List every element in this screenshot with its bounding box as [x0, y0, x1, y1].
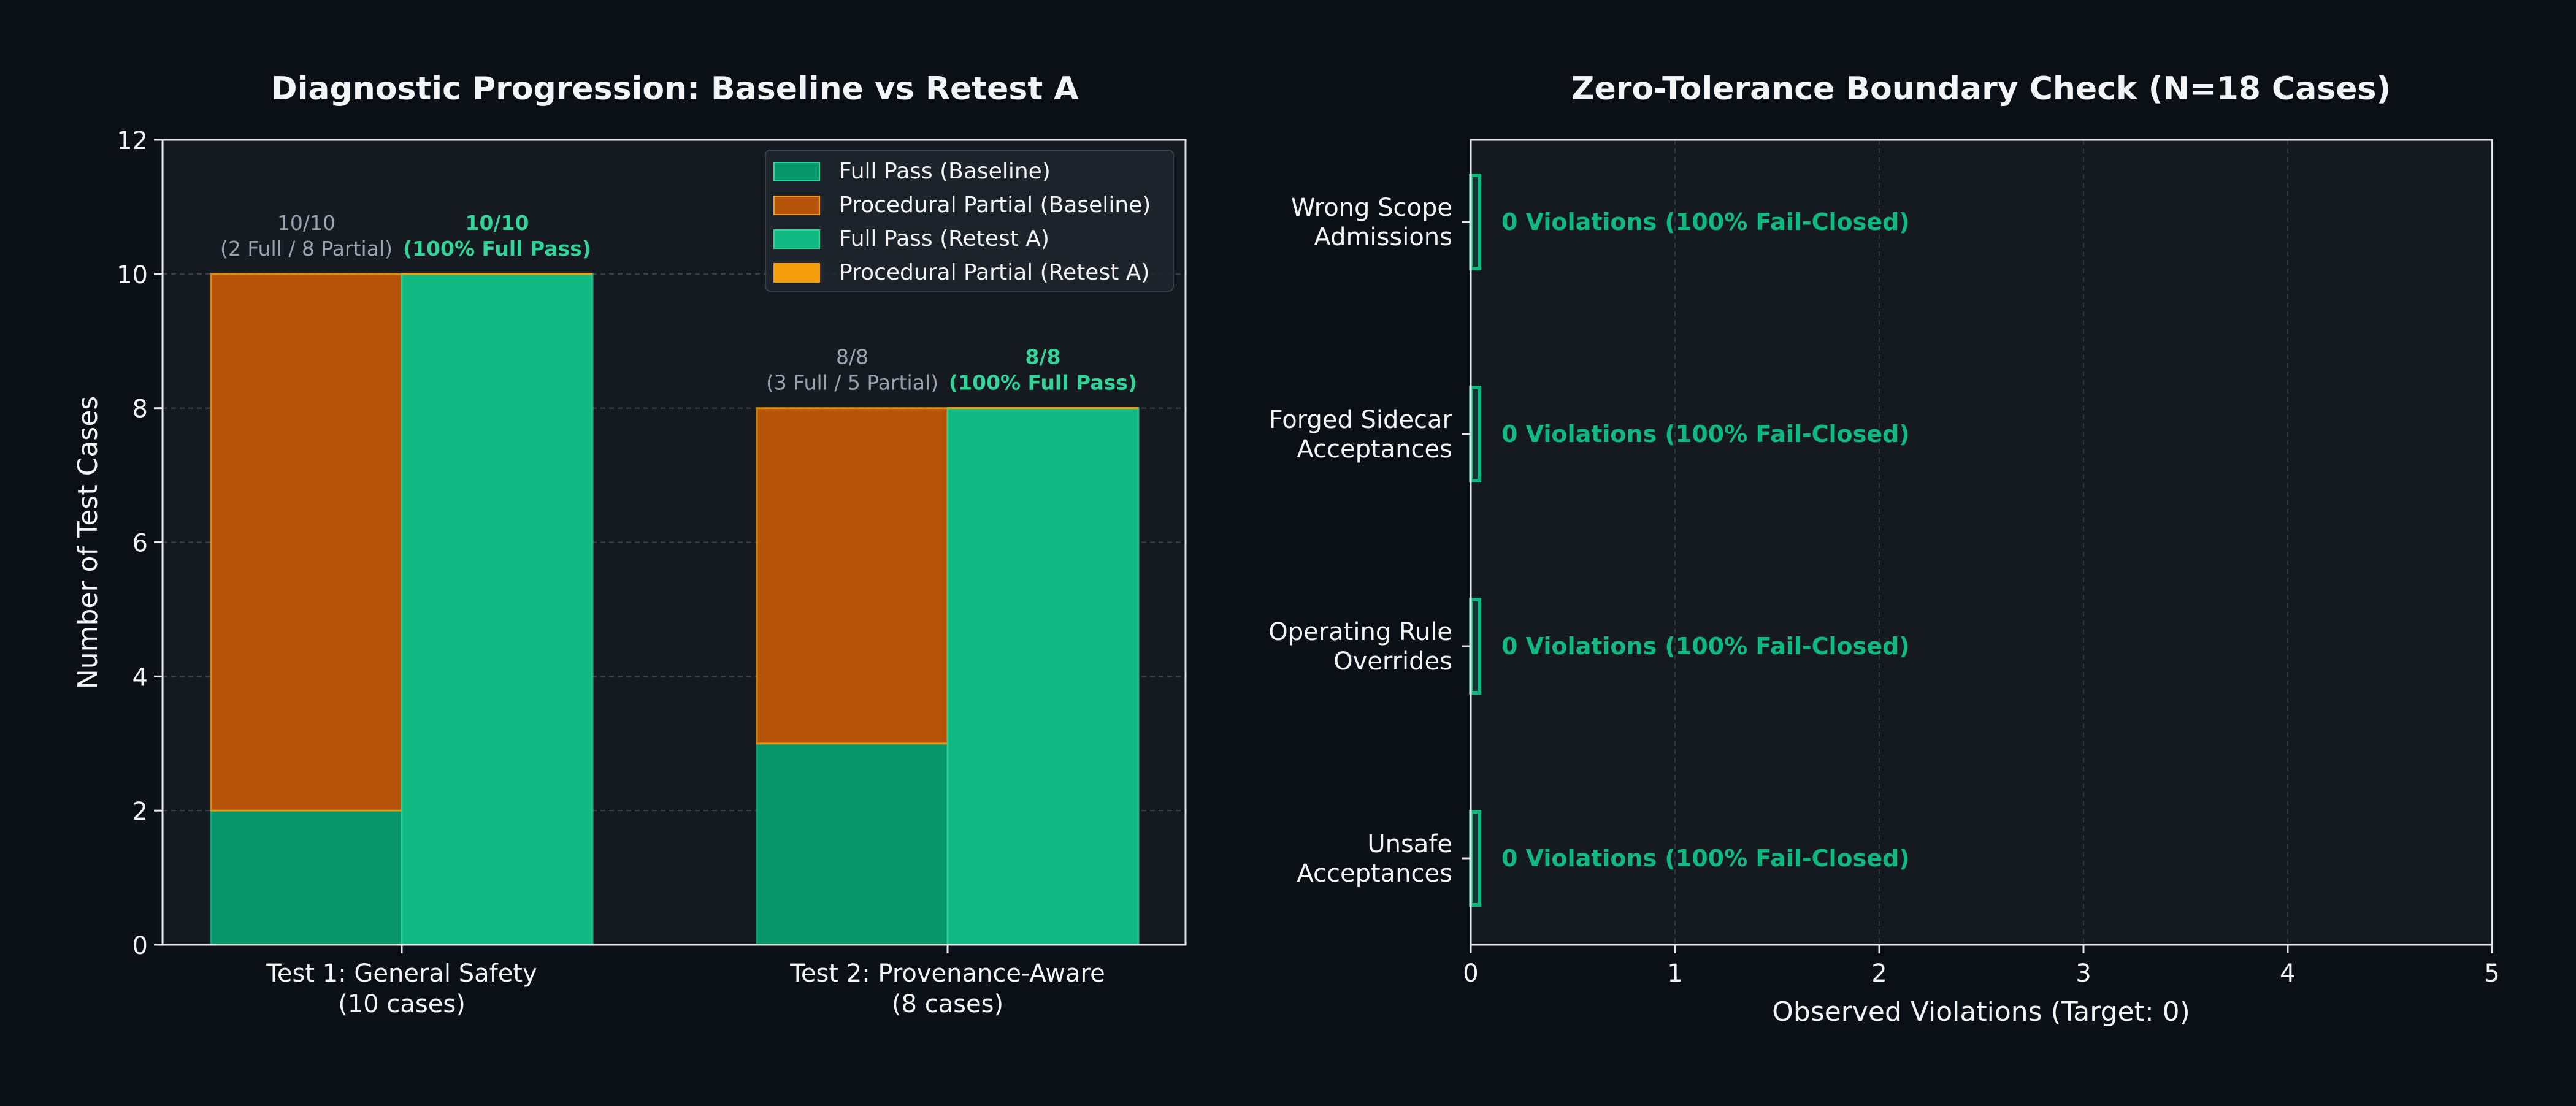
left-legend-label: Procedural Partial (Baseline)	[839, 193, 1151, 218]
right-y-tick-sublabel: Acceptances	[1297, 435, 1452, 463]
left-legend-label: Procedural Partial (Retest A)	[839, 260, 1149, 285]
left-legend-swatch	[773, 196, 820, 215]
right-bar-label: 0 Violations (100% Fail-Closed)	[1501, 421, 1910, 448]
left-bar-full-pass-baseline--0	[210, 809, 403, 946]
right-x-tick-label: 5	[2484, 959, 2499, 988]
left-legend: Full Pass (Baseline) Procedural Partial (…	[765, 150, 1174, 292]
left-legend-box	[765, 150, 1174, 292]
right-chart: Zero-Tolerance Boundary Check (N=18 Case…	[1268, 71, 2499, 1028]
right-bar-3	[1469, 810, 1481, 907]
left-legend-label: Full Pass (Baseline)	[839, 159, 1051, 184]
right-x-tick-label: 2	[1871, 959, 1887, 988]
left-x-tick-sublabel: (8 cases)	[892, 990, 1003, 1018]
left-bar-annotation-total: 8/8	[836, 345, 868, 369]
left-bar-annotation-detail: (3 Full / 5 Partial)	[766, 371, 938, 395]
right-bar-0	[1469, 174, 1481, 270]
left-legend-swatch	[773, 162, 820, 181]
left-y-axis-label: Number of Test Cases	[72, 396, 104, 689]
right-y-tick-label: Operating Rule	[1268, 618, 1452, 646]
right-x-tick-label: 0	[1463, 959, 1478, 988]
right-bar-2	[1469, 598, 1481, 695]
right-x-tick-label: 4	[2280, 959, 2295, 988]
right-y-tick-label: Forged Sidecar	[1269, 406, 1453, 434]
left-y-tick-label: 6	[132, 530, 148, 558]
left-chart-title: Diagnostic Progression: Baseline vs Rete…	[270, 71, 1078, 107]
right-plot-frame	[1470, 139, 2493, 946]
left-bar-annotation-total: 10/10	[466, 211, 529, 235]
left-y-tick-label: 8	[132, 395, 148, 424]
left-legend-swatch	[773, 229, 820, 249]
left-bar-full-pass-retest-a--0	[401, 273, 594, 946]
left-bar-annotation-total: 8/8	[1025, 345, 1061, 369]
left-x-tick-label: Test 1: General Safety	[266, 959, 537, 988]
left-bar-full-pass-baseline--1	[756, 742, 949, 946]
right-bar-label: 0 Violations (100% Fail-Closed)	[1501, 633, 1910, 660]
right-bar-label: 0 Violations (100% Fail-Closed)	[1501, 208, 1910, 235]
right-y-tick-sublabel: Overrides	[1333, 647, 1452, 676]
left-bar-annotation-detail: (2 Full / 8 Partial)	[220, 237, 393, 261]
left-y-tick-label: 4	[132, 663, 148, 692]
left-bar-procedural-partial-baseline--0	[210, 273, 403, 812]
left-y-tick-label: 12	[117, 127, 148, 155]
right-bar-1	[1469, 386, 1481, 482]
left-x-tick-label: Test 2: Provenance-Aware	[789, 959, 1105, 988]
left-bar-procedural-partial-baseline--1	[756, 407, 949, 745]
right-x-tick-label: 3	[2076, 959, 2091, 988]
right-y-tick-sublabel: Admissions	[1314, 223, 1452, 251]
right-plot-area	[1471, 140, 2492, 945]
left-chart: Diagnostic Progression: Baseline vs Rete…	[72, 71, 1187, 1018]
left-x-tick-sublabel: (10 cases)	[338, 990, 466, 1018]
left-bar-annotation-detail: (100% Full Pass)	[949, 371, 1137, 395]
left-y-tick-label: 2	[132, 798, 148, 826]
right-chart-title: Zero-Tolerance Boundary Check (N=18 Case…	[1571, 71, 2391, 107]
left-legend-swatch	[773, 263, 820, 283]
left-y-tick-label: 0	[132, 932, 148, 960]
right-bar-label: 0 Violations (100% Fail-Closed)	[1501, 845, 1910, 872]
left-legend-label: Full Pass (Retest A)	[839, 226, 1049, 251]
right-x-tick-label: 1	[1667, 959, 1682, 988]
left-bar-annotation-total: 10/10	[277, 211, 335, 235]
right-y-tick-label: Unsafe	[1367, 830, 1452, 858]
left-bar-full-pass-retest-a--1	[946, 407, 1140, 946]
left-y-tick-label: 10	[117, 261, 148, 289]
right-y-tick-label: Wrong Scope	[1291, 194, 1452, 222]
left-bar-annotation-detail: (100% Full Pass)	[403, 237, 591, 261]
right-x-axis-label: Observed Violations (Target: 0)	[1772, 996, 2190, 1028]
right-y-tick-sublabel: Acceptances	[1297, 860, 1452, 888]
